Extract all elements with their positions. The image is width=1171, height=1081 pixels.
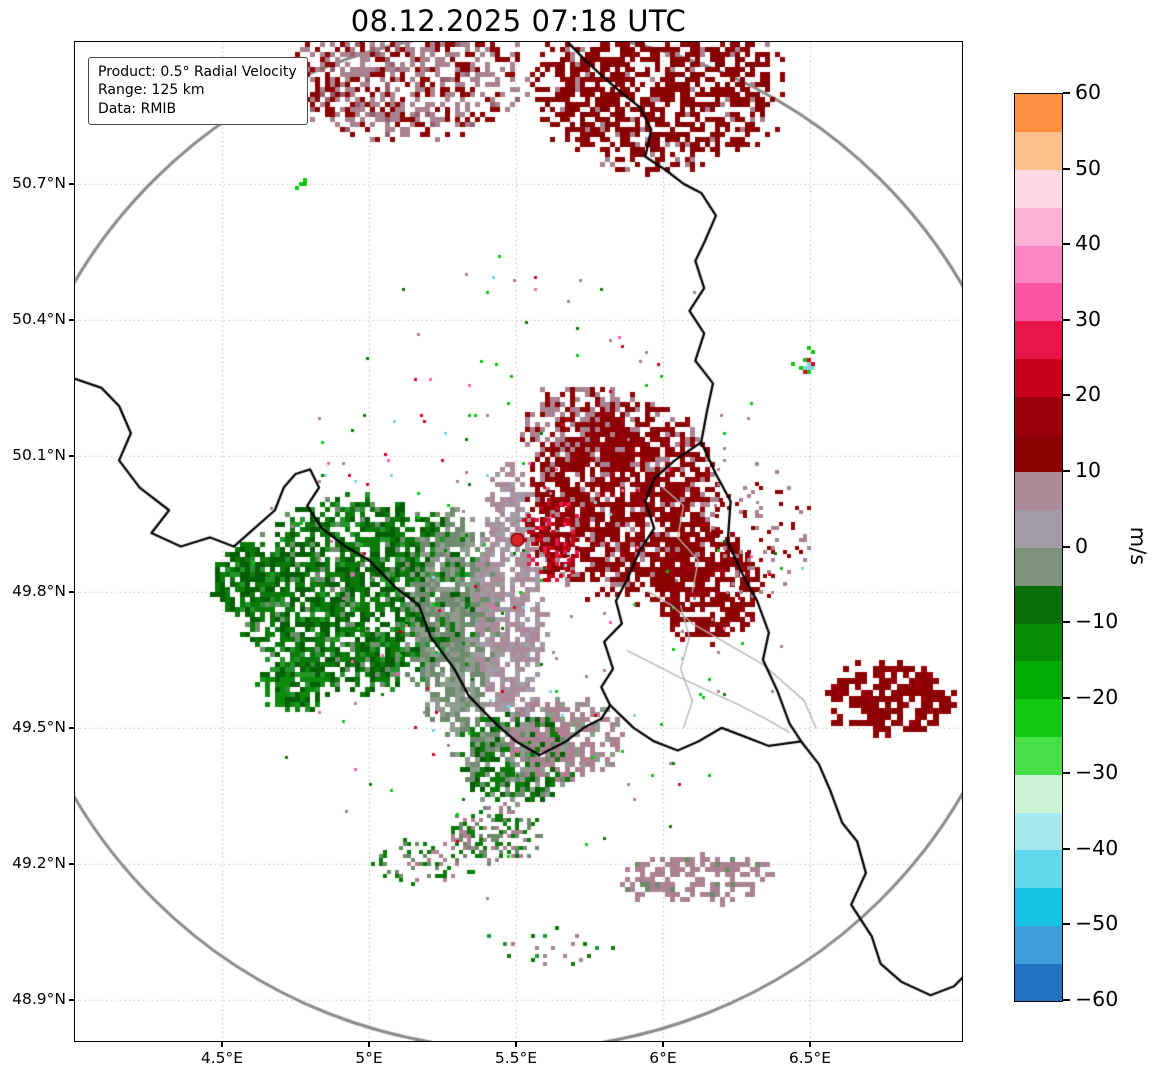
colorbar-segment [1015, 131, 1062, 171]
colorbar-segment [1015, 207, 1062, 246]
colorbar-tick-mark [1063, 545, 1070, 548]
y-tick-label: 50.7°N [12, 173, 66, 192]
colorbar-tick-mark [1063, 621, 1070, 624]
colorbar-segment [1015, 887, 1062, 926]
velocity-field-canvas [75, 42, 962, 1041]
x-tick-label: 4.5°E [200, 1049, 244, 1067]
colorbar-segment [1015, 660, 1062, 700]
x-tick-mark [809, 1042, 811, 1047]
colorbar-segment [1015, 774, 1062, 813]
colorbar-tick-label: 60 [1075, 80, 1102, 104]
y-tick-label: 50.4°N [12, 309, 66, 328]
y-tick-label: 48.9°N [12, 989, 66, 1008]
colorbar-tick-mark [1063, 847, 1070, 850]
y-tick-label: 50.1°N [12, 445, 66, 464]
colorbar-segment [1015, 245, 1062, 284]
colorbar-segment [1015, 282, 1062, 322]
x-tick-mark [662, 1042, 664, 1047]
colorbar-tick-label: −10 [1075, 609, 1119, 634]
plot-area: Product: 0.5° Radial Velocity Range: 125… [74, 41, 963, 1042]
colorbar-tick-label: 50 [1075, 155, 1102, 180]
y-tick-label: 49.5°N [12, 717, 66, 736]
x-tick-label: 5°E [355, 1049, 383, 1067]
colorbar-tick-label: −60 [1075, 987, 1119, 1011]
figure-title: 08.12.2025 07:18 UTC [350, 4, 687, 38]
colorbar-segment [1015, 849, 1062, 889]
colorbar-tick-label: 40 [1075, 231, 1102, 256]
x-tick-mark [368, 1042, 370, 1047]
colorbar-tick-mark [1063, 923, 1070, 926]
colorbar-segment [1015, 547, 1062, 586]
colorbar-area: m/s 60 50 40 30 20 10 0 −10 −20 −30 −40 −50 −60 [1014, 80, 1171, 1011]
x-tick-mark [515, 1042, 517, 1047]
y-tick-mark [69, 591, 74, 593]
x-tick-label: 6.5°E [788, 1049, 832, 1067]
product-label: Product: 0.5° Radial Velocity [98, 64, 297, 80]
colorbar [1014, 93, 1063, 1002]
colorbar-segment [1015, 812, 1062, 851]
x-tick-label: 6°E [649, 1049, 677, 1067]
colorbar-tick-mark [1063, 394, 1070, 397]
colorbar-tick-label: −20 [1075, 684, 1119, 709]
colorbar-tick-mark [1063, 318, 1070, 321]
colorbar-tick-mark [1063, 167, 1070, 170]
colorbar-unit-label: m/s [1126, 526, 1150, 566]
colorbar-segment [1015, 320, 1062, 360]
colorbar-tick-mark [1063, 243, 1070, 246]
colorbar-segment [1015, 623, 1062, 662]
colorbar-tick-label: −30 [1075, 760, 1119, 785]
x-tick-label: 5.5°E [494, 1049, 538, 1067]
colorbar-segment [1015, 471, 1062, 511]
range-label: Range: 125 km [98, 82, 205, 99]
colorbar-tick-label: 20 [1075, 382, 1102, 407]
colorbar-tick-mark [1063, 999, 1070, 1001]
product-info-box: Product: 0.5° Radial Velocity Range: 125… [88, 57, 308, 126]
y-tick-label: 49.2°N [12, 853, 66, 872]
y-tick-mark [69, 999, 74, 1001]
colorbar-segment [1015, 94, 1062, 133]
colorbar-tick-mark [1063, 696, 1070, 699]
y-tick-mark [69, 727, 74, 729]
data-source-label: Data: RMIB [98, 100, 177, 117]
colorbar-segment [1015, 925, 1062, 964]
colorbar-segment [1015, 963, 1062, 1002]
colorbar-tick-label: −40 [1075, 835, 1119, 860]
colorbar-tick-label: 10 [1075, 457, 1102, 482]
colorbar-segment [1015, 736, 1062, 775]
y-tick-label: 49.8°N [12, 581, 66, 600]
colorbar-segment [1015, 698, 1062, 737]
colorbar-segment [1015, 585, 1062, 624]
colorbar-tick-mark [1063, 469, 1070, 472]
y-tick-mark [69, 863, 74, 865]
colorbar-segment [1015, 358, 1062, 397]
y-tick-mark [69, 455, 74, 457]
colorbar-tick-label: 30 [1075, 306, 1102, 331]
x-tick-mark [221, 1042, 223, 1047]
y-tick-mark [69, 183, 74, 185]
colorbar-tick-label: −50 [1075, 911, 1119, 936]
colorbar-tick-label: 0 [1075, 533, 1089, 558]
colorbar-segment [1015, 396, 1062, 435]
colorbar-segment [1015, 509, 1062, 548]
colorbar-tick-mark [1063, 92, 1070, 94]
colorbar-segment [1015, 434, 1062, 473]
y-tick-mark [69, 319, 74, 321]
colorbar-segment [1015, 169, 1062, 208]
colorbar-tick-mark [1063, 772, 1070, 775]
